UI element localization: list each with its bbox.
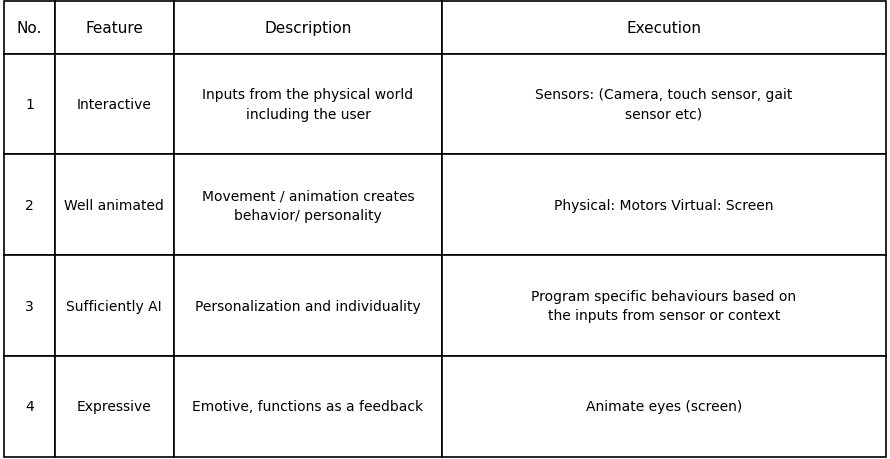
Text: Sensors: (Camera, touch sensor, gait
sensor etc): Sensors: (Camera, touch sensor, gait sen… [535, 88, 793, 122]
Text: Animate eyes (screen): Animate eyes (screen) [586, 399, 742, 414]
Bar [54, 256, 174, 356]
Bar [442, 356, 886, 457]
Bar [442, 155, 886, 256]
Text: Interactive: Interactive [77, 98, 151, 112]
Text: Well animated: Well animated [64, 198, 164, 213]
Text: Sufficiently AI: Sufficiently AI [67, 299, 162, 313]
Bar [54, 356, 174, 457]
Text: Program specific behaviours based on
the inputs from sensor or context: Program specific behaviours based on the… [531, 289, 797, 323]
Bar [4, 256, 54, 356]
Bar [174, 2, 442, 55]
Text: Movement / animation creates
behavior/ personality: Movement / animation creates behavior/ p… [202, 189, 415, 222]
Text: Description: Description [264, 21, 352, 36]
Bar [174, 155, 442, 256]
Bar [442, 55, 886, 155]
Text: Inputs from the physical world
including the user: Inputs from the physical world including… [202, 88, 414, 122]
Text: Physical: Motors Virtual: Screen: Physical: Motors Virtual: Screen [554, 198, 773, 213]
Bar [174, 356, 442, 457]
Text: 1: 1 [25, 98, 34, 112]
Bar [442, 2, 886, 55]
Text: Execution: Execution [627, 21, 701, 36]
Text: Feature: Feature [85, 21, 143, 36]
Bar [174, 256, 442, 356]
Text: Personalization and individuality: Personalization and individuality [195, 299, 421, 313]
Bar [54, 2, 174, 55]
Bar [4, 155, 54, 256]
Bar [174, 55, 442, 155]
Text: Expressive: Expressive [77, 399, 151, 414]
Text: Emotive, functions as a feedback: Emotive, functions as a feedback [192, 399, 424, 414]
Bar [54, 155, 174, 256]
Text: No.: No. [17, 21, 42, 36]
Bar [4, 356, 54, 457]
Text: 4: 4 [25, 399, 34, 414]
Bar [4, 2, 54, 55]
Text: 2: 2 [25, 198, 34, 213]
Bar [442, 256, 886, 356]
Bar [54, 55, 174, 155]
Text: 3: 3 [25, 299, 34, 313]
Bar [4, 55, 54, 155]
